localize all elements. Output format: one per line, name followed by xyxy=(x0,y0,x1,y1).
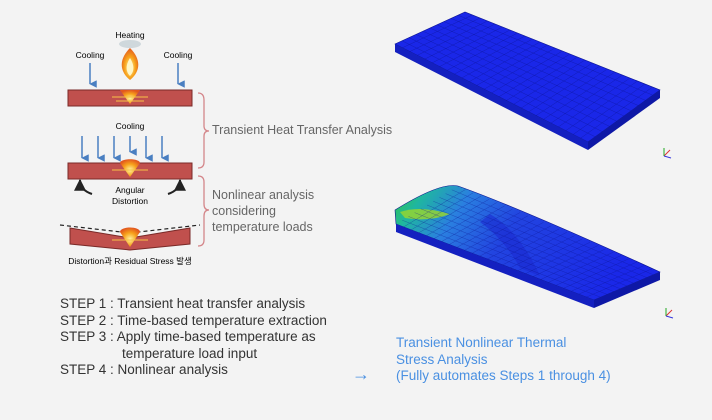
cooling-arrows xyxy=(81,136,169,162)
mesh-line xyxy=(429,27,625,117)
step-1: STEP 1 : Transient heat transfer analysi… xyxy=(60,296,306,311)
phase-nonlinear-line-3: temperature loads xyxy=(212,220,313,234)
phase-nonlinear-line-1: Nonlinear analysis xyxy=(212,188,315,202)
mesh-line xyxy=(408,37,603,132)
step-3-continued: temperature load input xyxy=(122,345,258,361)
cooling-right-label: Cooling xyxy=(164,50,193,60)
fe-model-initial xyxy=(394,11,661,150)
plate-distorted xyxy=(59,224,201,251)
cooling-left-label: Cooling xyxy=(76,50,105,60)
transient-brace xyxy=(197,92,210,169)
distortion-arrow-icon xyxy=(74,178,93,195)
phase-nonlinear-label: Nonlinear analysis considering temperatu… xyxy=(212,187,314,235)
mesh-line xyxy=(439,197,641,281)
mesh-line xyxy=(436,24,632,111)
result-line-3: (Fully automates Steps 1 through 4) xyxy=(396,368,611,383)
mesh-line xyxy=(451,189,654,275)
result-line-1: Transient Nonlinear Thermal xyxy=(396,335,567,350)
mesh-line xyxy=(401,40,596,137)
cooling-middle-label: Cooling xyxy=(116,121,145,131)
mesh-line xyxy=(415,34,610,127)
step-3: STEP 3 : Apply time-based temperature as xyxy=(60,329,316,344)
heating-torch-icon xyxy=(119,40,141,80)
mesh-line xyxy=(433,201,634,284)
mesh-line xyxy=(450,18,646,101)
step-list: STEP 1 : Transient heat transfer analysi… xyxy=(60,296,327,379)
heating-label: Heating xyxy=(115,30,145,40)
right-arrow-icon: → xyxy=(352,364,370,384)
step-4: STEP 4 : Nonlinear analysis xyxy=(60,362,228,377)
mesh-line xyxy=(420,208,621,289)
nonlinear-brace xyxy=(197,175,210,247)
axis-triad-icon xyxy=(665,308,674,319)
mesh-line xyxy=(414,212,614,292)
mesh-line xyxy=(408,216,608,295)
step-2: STEP 2 : Time-based temperature extracti… xyxy=(60,312,327,328)
distortion-label: Distortion xyxy=(112,196,148,206)
fe-model-stress xyxy=(394,185,661,308)
mesh-line xyxy=(457,15,653,96)
mesh-line xyxy=(445,193,647,278)
mesh-line xyxy=(443,21,639,106)
plate-heating xyxy=(67,89,193,107)
mesh-line xyxy=(426,204,628,287)
mesh-line xyxy=(422,31,617,122)
axis-triad-icon xyxy=(663,148,672,159)
phase-transient-label: Transient Heat Transfer Analysis xyxy=(212,123,393,137)
result-text: Transient Nonlinear Thermal Stress Analy… xyxy=(396,335,611,385)
result-line-2: Stress Analysis xyxy=(396,351,488,367)
mesh-line xyxy=(402,220,601,298)
angular-label: Angular xyxy=(115,185,144,195)
distortion-arrow-icon xyxy=(167,178,186,195)
plate-cooling xyxy=(67,159,193,180)
phase-nonlinear-line-2: considering xyxy=(212,204,276,218)
residual-caption: Distortion과 Residual Stress 발생 xyxy=(68,256,192,266)
